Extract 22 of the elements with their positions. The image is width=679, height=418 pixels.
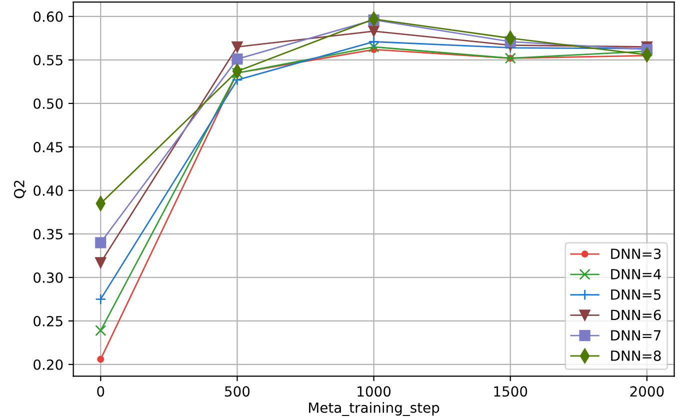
legend-label: DNN=8: [611, 350, 661, 362]
y-tick-label: 0.50: [34, 98, 63, 109]
x-tick-label: 1500: [494, 386, 528, 397]
y-tick-label: 0.20: [34, 359, 63, 370]
y-tick-label: 0.40: [34, 185, 63, 196]
x-tick-label: 2000: [630, 386, 664, 397]
y-tick-label: 0.55: [34, 54, 62, 66]
y-axis-title: Q2: [14, 180, 26, 198]
y-tick-label: 0.45: [34, 142, 62, 152]
legend-label: DNN=7: [611, 330, 661, 340]
legend-label: DNN=3: [611, 248, 661, 260]
legend-label: DNN=4: [611, 269, 661, 280]
y-tick-label: 0.35: [34, 228, 62, 240]
y-tick-label: 0.25: [34, 316, 62, 326]
x-tick-label: 0: [97, 386, 104, 397]
x-tick-label: 500: [225, 386, 250, 397]
legend-label: DNN=6: [611, 310, 661, 320]
y-tick-label: 0.60: [34, 11, 63, 22]
x-tick-label: 1000: [358, 386, 391, 397]
y-tick-label: 0.30: [34, 272, 63, 283]
legend-label: DNN=5: [611, 290, 661, 300]
x-axis-title: Meta_training_step: [309, 402, 440, 416]
